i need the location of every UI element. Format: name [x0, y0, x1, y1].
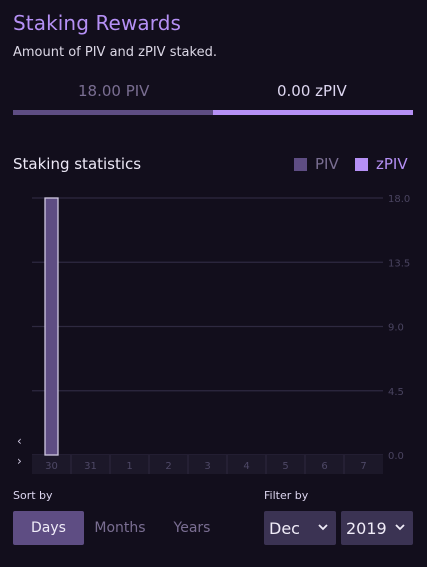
- sort-days-button[interactable]: Days: [13, 511, 84, 545]
- chevron-down-icon: [318, 524, 328, 531]
- x-tick-label: 3: [204, 461, 210, 472]
- sort-months-button[interactable]: Months: [94, 520, 146, 536]
- y-tick-label: 4.5: [388, 387, 404, 398]
- legend-zpiv-label: zPIV: [376, 155, 408, 173]
- chevron-down-icon: [395, 524, 405, 531]
- legend-zpiv-swatch: [355, 157, 368, 171]
- month-select[interactable]: Dec: [264, 511, 336, 545]
- chart-next-arrow[interactable]: ›: [17, 454, 22, 468]
- x-tick-label: 7: [360, 461, 366, 472]
- x-tick-label: 31: [84, 461, 97, 472]
- piv-share-fill: [13, 110, 213, 115]
- x-tick-label: 30: [45, 461, 58, 472]
- chart-prev-arrow[interactable]: ‹: [17, 434, 22, 448]
- stake-share-bar: [13, 110, 413, 115]
- sort-by-label: Sort by: [13, 489, 53, 502]
- x-axis-band: [32, 455, 383, 474]
- x-tick-label: 4: [243, 461, 249, 472]
- x-tick-label: 2: [165, 461, 171, 472]
- x-tick-label: 1: [126, 461, 132, 472]
- piv-amount: 18.00 PIV: [78, 82, 150, 100]
- y-tick-label: 13.5: [388, 258, 410, 269]
- month-select-value: Dec: [269, 518, 300, 538]
- page-subtitle: Amount of PIV and zPIV staked.: [13, 45, 217, 60]
- x-tick-label: 5: [282, 461, 288, 472]
- y-tick-label: 9.0: [388, 323, 404, 334]
- sort-years-button[interactable]: Years: [173, 520, 211, 536]
- y-tick-label: 0.0: [388, 451, 404, 462]
- sort-segmented-control: Days Months Years: [13, 511, 237, 545]
- y-tick-label: 18.0: [388, 194, 410, 205]
- legend-piv: PIV: [294, 155, 339, 173]
- year-select[interactable]: 2019: [341, 511, 413, 545]
- bar-piv: [44, 197, 59, 456]
- page-title: Staking Rewards: [13, 11, 182, 35]
- legend-piv-label: PIV: [315, 155, 339, 173]
- stats-title: Staking statistics: [13, 155, 142, 173]
- legend-zpiv: zPIV: [355, 155, 408, 173]
- x-tick-label: 6: [321, 461, 327, 472]
- filter-by-label: Filter by: [264, 489, 309, 502]
- staking-chart: 18.0 13.5 9.0 4.5 0.0 30 31 1 2 3 4 5 6 7: [32, 194, 410, 474]
- year-select-value: 2019: [346, 518, 387, 538]
- legend-piv-swatch: [294, 157, 307, 171]
- zpiv-amount: 0.00 zPIV: [277, 82, 347, 100]
